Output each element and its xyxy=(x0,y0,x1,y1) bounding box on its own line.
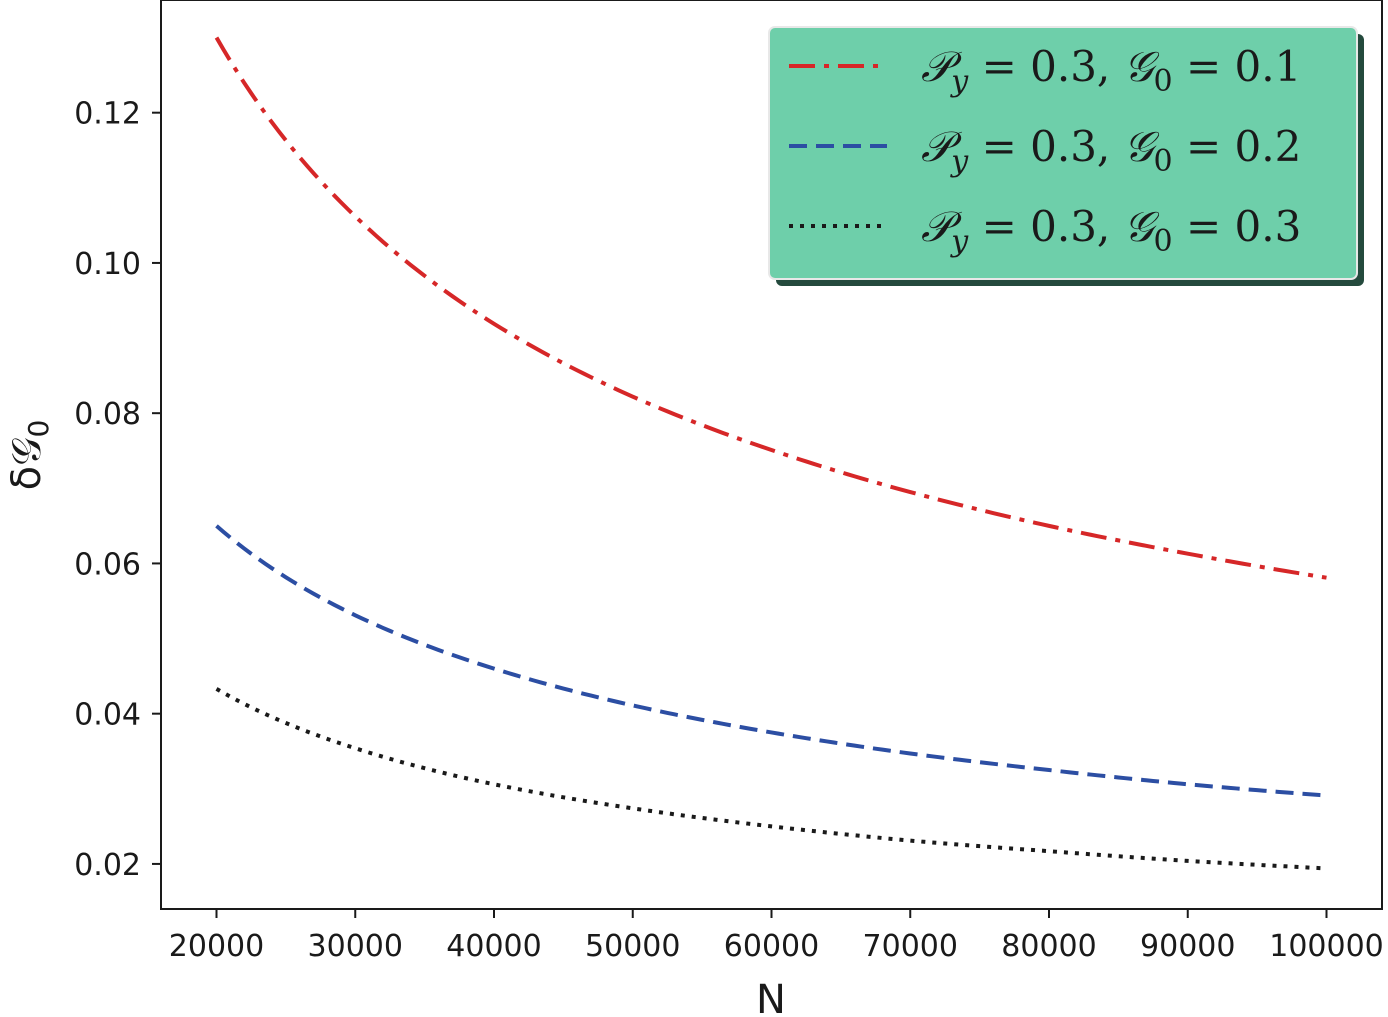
y-tick-label: 0.04 xyxy=(74,698,141,733)
x-tick-label: 90000 xyxy=(1140,929,1235,964)
plot-frame xyxy=(160,0,1383,910)
y-tick-label: 0.02 xyxy=(74,848,141,883)
series-line xyxy=(215,524,1327,798)
series-lines xyxy=(214,36,1327,871)
axis-ticks: 20000 30000 40000 50000 60000 70000 80000 90000… xyxy=(74,97,1384,964)
legend-label-part: y xyxy=(949,64,969,99)
x-tick-label: 20000 xyxy=(169,929,264,964)
legend-items: 𝒫y = 0.3, 𝒢0 = 0.1 𝒫y = 0.3, 𝒢0 = 0.2 𝒫y =… xyxy=(789,42,1301,259)
x-tick-label: 60000 xyxy=(724,929,819,964)
legend-label-part: = 0.3, xyxy=(968,202,1123,251)
y-axis-title-subscript: 0 xyxy=(22,420,55,438)
x-tick-label: 40000 xyxy=(446,929,541,964)
series-line xyxy=(214,36,1327,580)
legend-label-part: 0 xyxy=(1154,224,1173,259)
legend-box xyxy=(768,26,1358,280)
legend-label-part: = 0.1 xyxy=(1173,42,1302,91)
series-line xyxy=(215,687,1327,871)
y-tick-label: 0.08 xyxy=(74,397,141,432)
x-tick-label: 70000 xyxy=(863,929,958,964)
x-tick-label: 50000 xyxy=(585,929,680,964)
legend-label-part: y xyxy=(949,224,969,259)
x-tick-label: 30000 xyxy=(308,929,403,964)
legend-label-part: = 0.3, xyxy=(968,42,1123,91)
y-axis-title-main: δ𝒢 xyxy=(4,437,50,490)
legend-label: 𝒫y = 0.3, 𝒢0 = 0.2 xyxy=(921,122,1301,179)
y-axis-title: δ𝒢0 xyxy=(4,420,55,491)
legend-label-part: 0 xyxy=(1154,64,1173,99)
y-tick-label: 0.10 xyxy=(74,247,141,282)
legend: 𝒫y = 0.3, 𝒢0 = 0.1 𝒫y = 0.3, 𝒢0 = 0.2 𝒫y =… xyxy=(768,26,1364,286)
x-tick-label: 100000 xyxy=(1269,929,1384,964)
legend-label: 𝒫y = 0.3, 𝒢0 = 0.3 xyxy=(921,202,1301,259)
legend-label-part: = 0.3, xyxy=(968,122,1123,171)
y-tick-label: 0.12 xyxy=(74,97,141,132)
legend-label-part: 0 xyxy=(1154,144,1173,179)
legend-label-part: = 0.3 xyxy=(1173,202,1302,251)
legend-label-part: y xyxy=(949,144,969,179)
legend-label-part: = 0.2 xyxy=(1173,122,1302,171)
x-tick-label: 80000 xyxy=(1001,929,1096,964)
y-tick-label: 0.06 xyxy=(74,547,141,582)
x-axis-title: N xyxy=(756,977,786,1017)
legend-label: 𝒫y = 0.3, 𝒢0 = 0.1 xyxy=(921,42,1301,99)
